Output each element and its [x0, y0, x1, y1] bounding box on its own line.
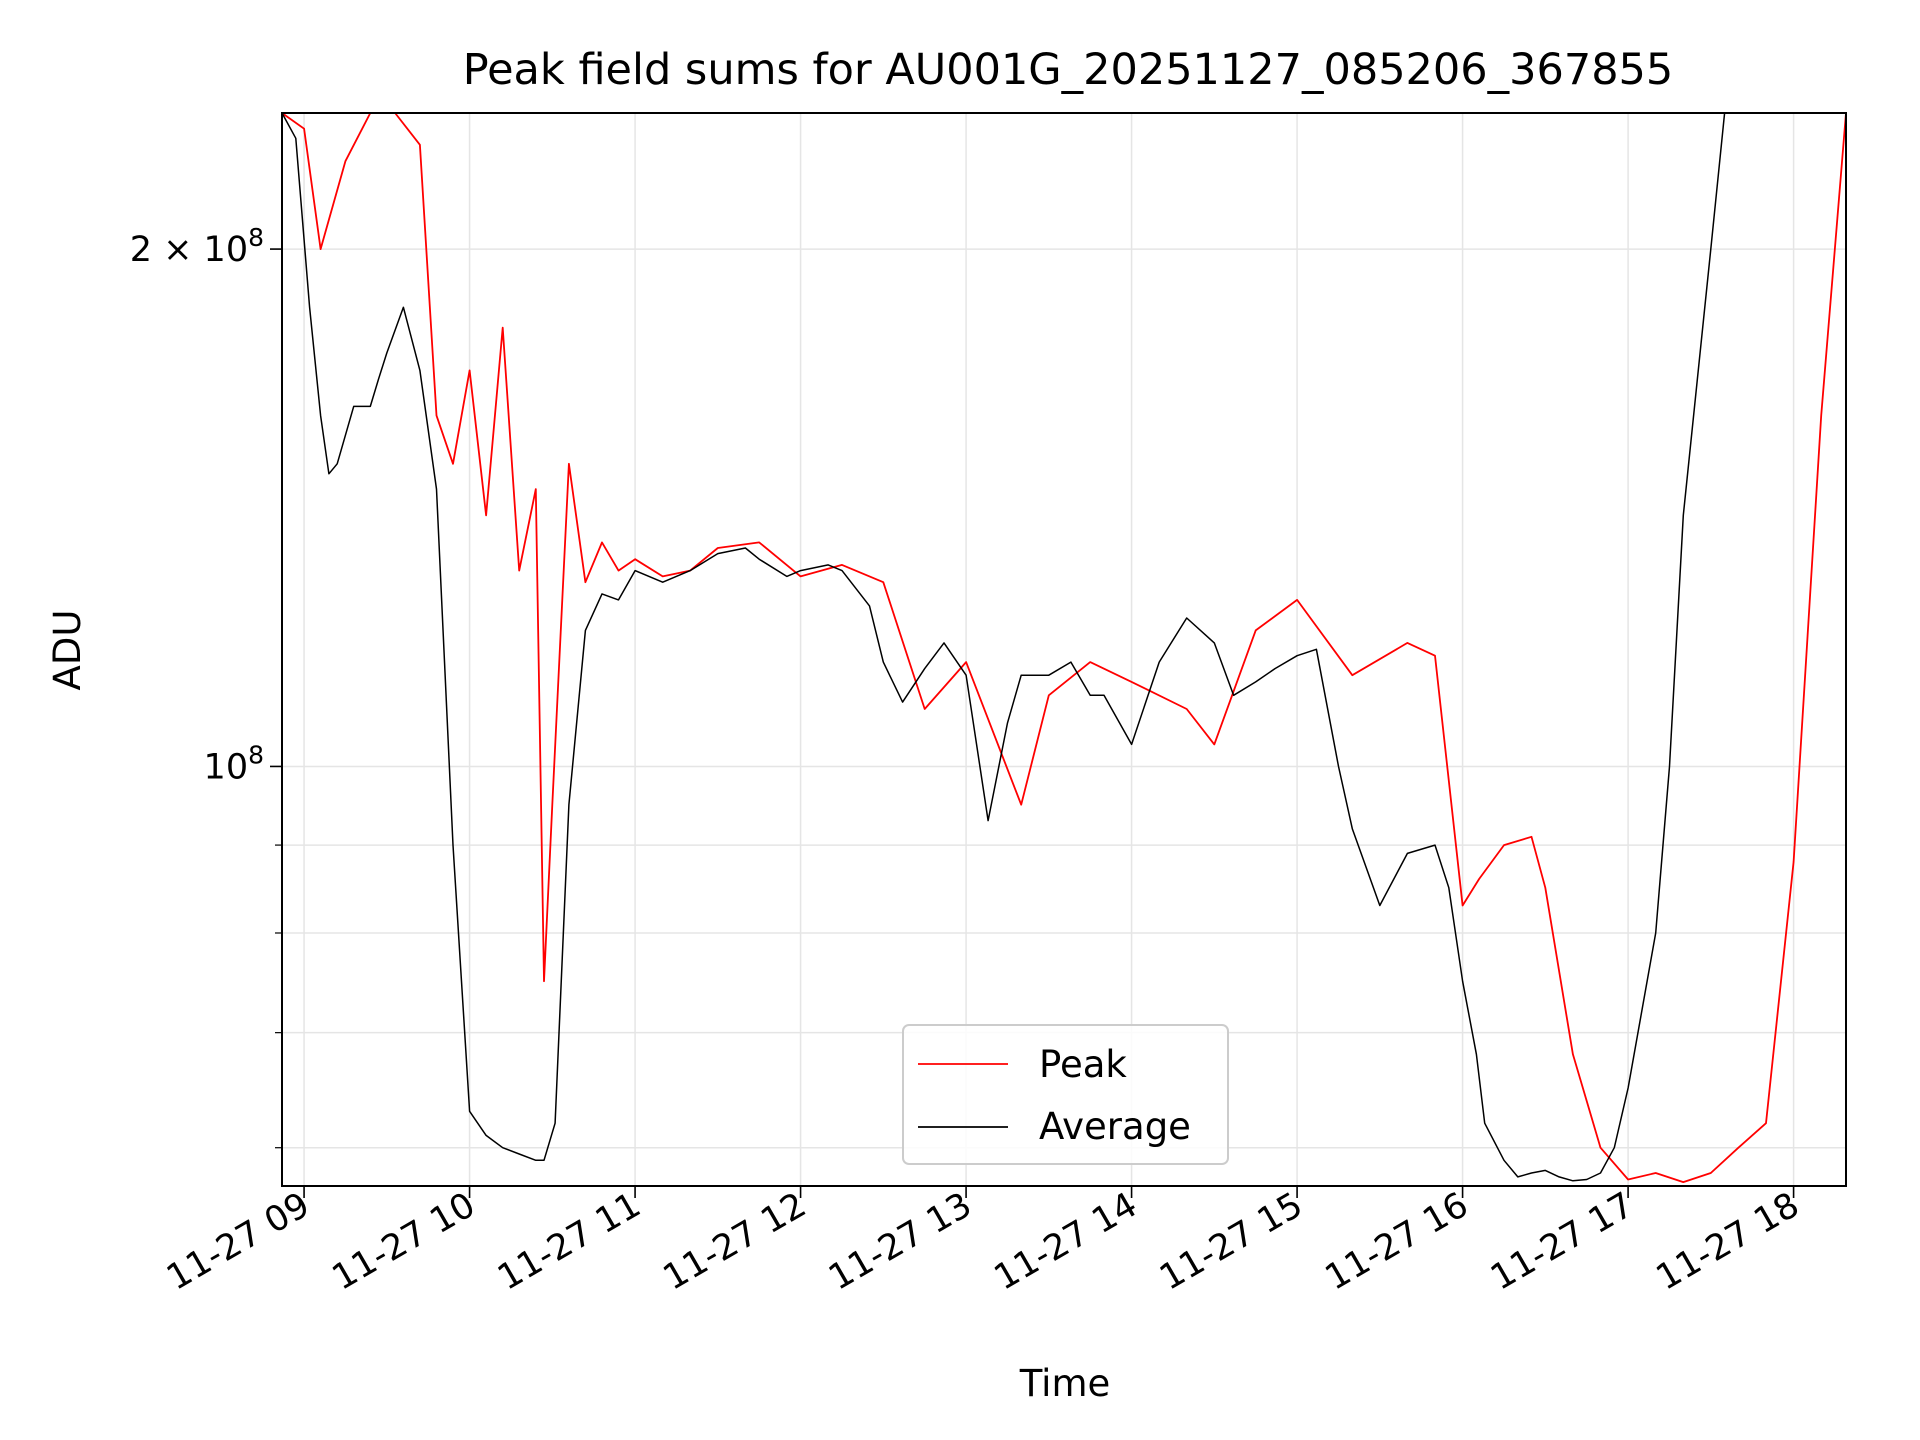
series-lines — [281, 112, 1847, 1183]
y-tick-label: 108 — [204, 740, 264, 787]
legend-frame — [902, 1024, 1229, 1165]
legend-label-average: Average — [1039, 1105, 1191, 1148]
plot-frame — [281, 112, 1847, 1187]
series-line-average — [281, 112, 1846, 1182]
legend: Peak Average — [902, 1024, 1229, 1165]
chart-title: Peak field sums for AU001G_20251127_0852… — [463, 45, 1674, 95]
y-axis: 2 × 108 108 — [130, 223, 282, 1149]
y-tick-label: 2 × 108 — [130, 223, 264, 270]
legend-label-peak: Peak — [1039, 1043, 1127, 1086]
series-line-peak — [281, 112, 1847, 1183]
y-axis-label: ADU — [46, 610, 89, 691]
x-axis-label: Time — [1019, 1362, 1111, 1405]
